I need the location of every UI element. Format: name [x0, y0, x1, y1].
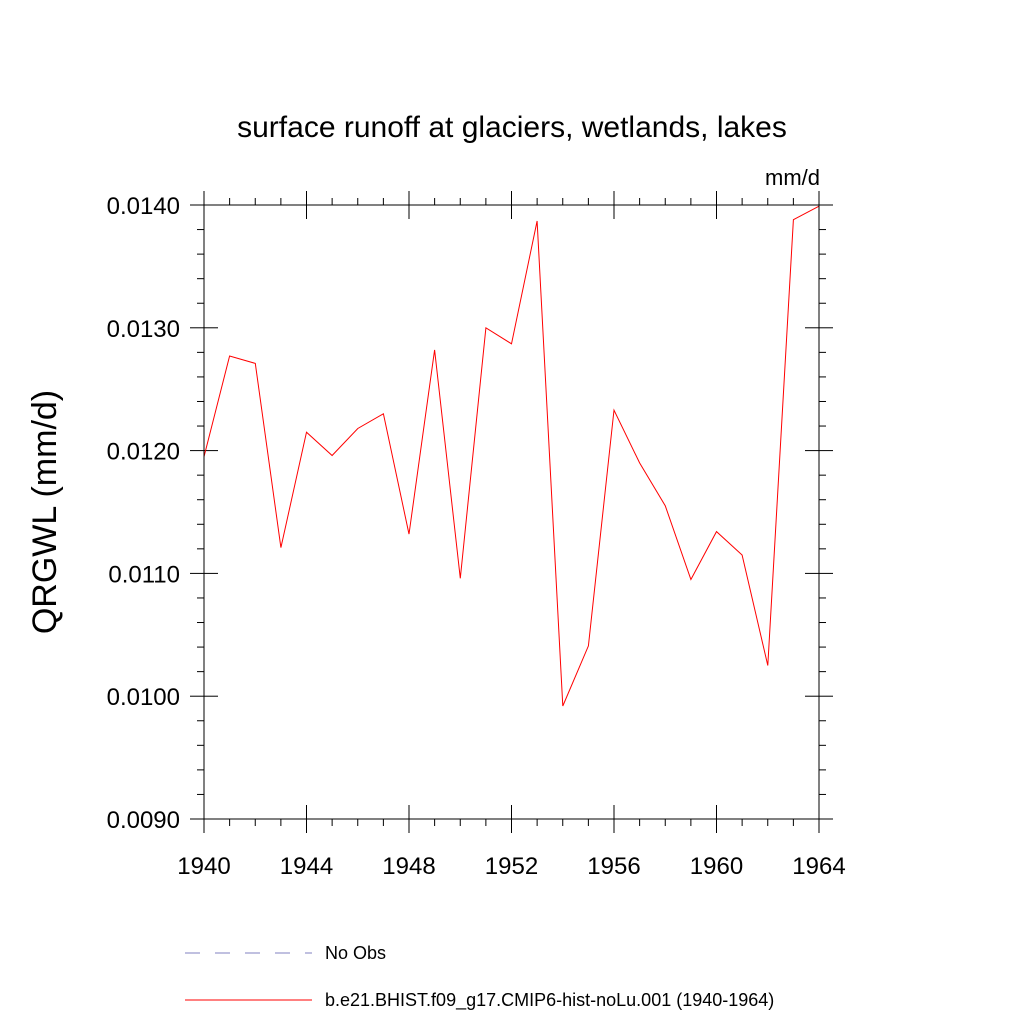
- y-tick-labels: 0.0090 0.0100 0.0110 0.0120 0.0130 0.0140: [107, 193, 180, 834]
- legend-label-no-obs: No Obs: [325, 943, 386, 963]
- data-point: [741, 553, 744, 556]
- legend-label-series: b.e21.BHIST.f09_g17.CMIP6-hist-noLu.001 …: [325, 990, 774, 1011]
- x-tick-label: 1948: [382, 853, 435, 880]
- data-point: [279, 546, 282, 549]
- x-tick-label: 1952: [485, 853, 538, 880]
- x-tick-label: 1964: [792, 853, 845, 880]
- data-point: [382, 412, 385, 415]
- data-point: [356, 427, 359, 430]
- series-group: [203, 205, 820, 708]
- data-point: [613, 409, 616, 412]
- data-point: [228, 355, 231, 358]
- y-tick-label: 0.0130: [107, 316, 180, 343]
- x-tick-label: 1956: [587, 853, 640, 880]
- data-point: [664, 504, 667, 507]
- y-tick-label: 0.0100: [107, 684, 180, 711]
- y-axis-label: QRGWL (mm/d): [26, 390, 64, 634]
- data-point: [638, 461, 641, 464]
- data-point: [561, 705, 564, 708]
- data-point: [536, 219, 539, 222]
- data-point: [715, 530, 718, 533]
- y-tick-label: 0.0110: [108, 561, 180, 588]
- data-point: [689, 578, 692, 581]
- y-tick-label: 0.0090: [107, 807, 180, 834]
- data-point: [254, 362, 257, 365]
- plot-frame: [203, 204, 820, 820]
- axis-ticks: [190, 191, 833, 833]
- data-point: [305, 431, 308, 434]
- series-line: [203, 205, 820, 707]
- legend: No Obs b.e21.BHIST.f09_g17.CMIP6-hist-no…: [185, 943, 774, 1011]
- data-point: [484, 326, 487, 329]
- data-point: [433, 348, 436, 351]
- x-tick-label: 1940: [177, 853, 230, 880]
- data-point: [331, 454, 334, 457]
- data-point: [766, 664, 769, 667]
- data-point: [510, 342, 513, 345]
- units-label: mm/d: [765, 165, 820, 190]
- y-tick-label: 0.0140: [107, 193, 180, 220]
- chart-title: surface runoff at glaciers, wetlands, la…: [237, 111, 787, 144]
- data-point: [587, 644, 590, 647]
- x-tick-label: 1960: [690, 853, 743, 880]
- y-tick-label: 0.0120: [107, 439, 180, 466]
- data-point: [792, 218, 795, 221]
- data-point: [408, 533, 411, 536]
- x-tick-labels: 1940 1944 1948 1952 1956 1960 1964: [177, 853, 845, 880]
- data-point: [459, 577, 462, 580]
- x-tick-label: 1944: [280, 853, 333, 880]
